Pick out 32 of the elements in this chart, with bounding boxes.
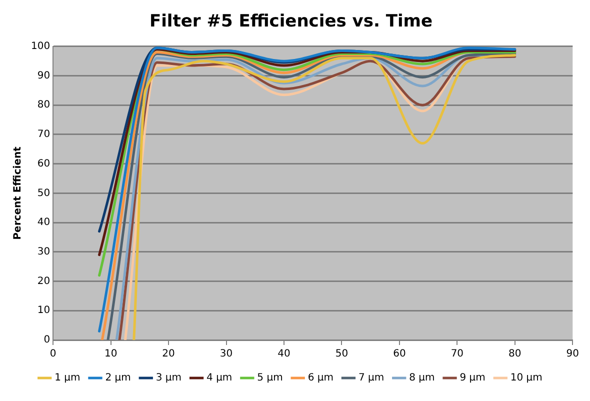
y-tick-label: 70 <box>37 129 50 140</box>
legend-label: 1 µm <box>54 372 80 384</box>
y-tick-label: 0 <box>44 334 50 346</box>
x-tick-label: 20 <box>162 348 175 360</box>
legend-label: 10 µm <box>510 372 542 384</box>
legend-label: 2 µm <box>105 372 131 384</box>
y-axis-title: Percent Efficient <box>12 146 24 240</box>
y-tick-label: 30 <box>37 246 50 258</box>
legend-label: 3 µm <box>156 372 182 384</box>
y-tick-label: 50 <box>37 188 50 199</box>
y-tick-label: 10 <box>37 305 50 316</box>
legend-label: 4 µm <box>206 372 232 384</box>
x-tick-label: 40 <box>278 348 290 360</box>
legend-label: 7 µm <box>358 372 384 384</box>
x-tick-label: 10 <box>104 348 118 360</box>
x-tick-label: 90 <box>566 348 580 360</box>
x-tick-label: 30 <box>220 348 233 360</box>
y-tick-label: 60 <box>37 158 50 170</box>
x-tick-label: 60 <box>393 348 406 360</box>
chart-title: Filter #5 Efficiencies vs. Time <box>149 12 433 32</box>
legend-label: 9 µm <box>460 372 486 384</box>
x-tick-label: 70 <box>450 348 464 360</box>
x-tick-label: 50 <box>335 348 348 360</box>
y-tick-label: 80 <box>37 100 50 111</box>
x-tick-label: 80 <box>508 348 522 360</box>
y-tick-label: 90 <box>37 70 50 82</box>
y-tick-label: 40 <box>37 217 50 228</box>
legend-label: 6 µm <box>308 372 334 384</box>
legend-label: 8 µm <box>409 372 435 384</box>
legend-label: 5 µm <box>257 372 283 384</box>
y-tick-label: 100 <box>30 40 50 52</box>
y-tick-label: 20 <box>37 276 50 287</box>
